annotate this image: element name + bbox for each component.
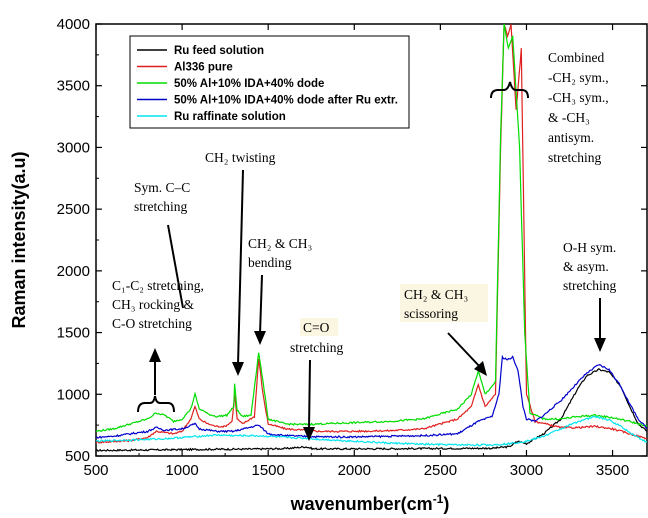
x-tick-label: 2000 bbox=[338, 462, 371, 479]
annotation-oh: O-H sym. & asym. stretching bbox=[563, 240, 616, 352]
y-tick-label: 3000 bbox=[57, 139, 90, 156]
legend-box bbox=[129, 35, 410, 129]
x-tick-label: 3500 bbox=[596, 462, 629, 479]
anno-sciss-0: CH₂ & CH₃ bbox=[404, 287, 468, 302]
legend-items: Ru feed solution Al336 pure 50% Al+10% IDA… bbox=[137, 45, 398, 123]
anno-oh-1: & asym. bbox=[563, 259, 609, 274]
anno-symcc-1: stretching bbox=[134, 199, 187, 214]
anno-oh-0: O-H sym. bbox=[563, 240, 616, 255]
y-tick-label: 2500 bbox=[57, 201, 90, 218]
legend-label: Ru feed solution bbox=[174, 45, 264, 57]
x-axis-title: wavenumber(cm-1) bbox=[290, 492, 450, 514]
anno-c1c2-0: C₁-C₂ stretching, bbox=[112, 278, 204, 293]
bending-arrowhead bbox=[254, 331, 266, 345]
y-tick-label: 1500 bbox=[57, 325, 90, 342]
annotation-ch2-twisting: CH₂ twisting bbox=[205, 150, 276, 376]
annotation-co: C=O stretching bbox=[290, 318, 343, 441]
oh-arrowhead bbox=[594, 338, 606, 352]
series-line-4 bbox=[96, 354, 647, 439]
anno-bending-1: bending bbox=[248, 255, 292, 270]
symcc-line bbox=[167, 224, 184, 309]
y-axis-title: Raman intensity(a.u) bbox=[9, 151, 29, 328]
c1c2-arrowhead bbox=[149, 348, 161, 362]
x-tick-label: 2500 bbox=[424, 462, 457, 479]
anno-c1c2-2: C-O stretching bbox=[112, 316, 192, 331]
anno-twisting: CH₂ twisting bbox=[205, 150, 276, 165]
x-tick-label: 1500 bbox=[252, 462, 285, 479]
anno-bending-0: CH₂ & CH₃ bbox=[248, 236, 312, 251]
x-tick-label: 500 bbox=[83, 462, 108, 479]
y-tick-label: 1000 bbox=[57, 386, 90, 403]
annotations: Combined -CH₂ sym., -CH₃ sym., & -CH₃ an… bbox=[112, 50, 616, 441]
annotation-combined: Combined -CH₂ sym., -CH₃ sym., & -CH₃ an… bbox=[490, 50, 609, 165]
sciss-arrowhead bbox=[474, 361, 487, 376]
series-line-3 bbox=[96, 24, 647, 433]
y-axis-ticks: 500 1000 1500 2000 2500 3000 3500 4000 bbox=[57, 16, 647, 465]
series-line-5 bbox=[96, 415, 647, 447]
twisting-arrow bbox=[237, 169, 244, 366]
anno-combined-4: antisym. bbox=[548, 130, 594, 145]
series-line-1 bbox=[96, 368, 647, 452]
anno-sciss-1: scissoring bbox=[404, 306, 458, 321]
annotation-c1c2: C₁-C₂ stretching, CH₃ rocking & C-O stre… bbox=[112, 278, 204, 413]
anno-combined-5: stretching bbox=[548, 150, 601, 165]
sciss-arrow bbox=[447, 332, 482, 369]
anno-symcc-0: Sym. C–C bbox=[134, 180, 190, 195]
series-lines bbox=[96, 24, 647, 452]
co-arrow bbox=[308, 359, 311, 431]
y-tick-label: 4000 bbox=[57, 16, 90, 33]
legend-label: Al336 pure bbox=[174, 62, 233, 74]
combined-brace bbox=[490, 81, 529, 99]
y-tick-label: 2000 bbox=[57, 263, 90, 280]
c1c2-brace bbox=[137, 395, 175, 413]
annotation-scissoring: CH₂ & CH₃ scissoring bbox=[400, 284, 488, 376]
y-tick-label: 3500 bbox=[57, 78, 90, 95]
anno-combined-1: -CH₂ sym., bbox=[548, 70, 609, 85]
bending-arrow bbox=[259, 274, 263, 335]
anno-c1c2-1: CH₃ rocking & bbox=[112, 297, 194, 312]
annotation-bending: CH₂ & CH₃ bending bbox=[248, 236, 312, 345]
plot-area: 500 1000 1500 2000 2500 3000 3500 500 1000 1500 2… bbox=[57, 16, 648, 479]
scissoring-highlight bbox=[400, 284, 488, 322]
co-arrowhead bbox=[303, 427, 315, 441]
co-highlight bbox=[300, 318, 338, 336]
x-axis-ticks: 500 1000 1500 2000 2500 3000 3500 bbox=[83, 24, 629, 479]
legend-label: Ru raffinate solution bbox=[174, 111, 286, 123]
x-tick-label: 1000 bbox=[165, 462, 198, 479]
series-line-2 bbox=[96, 24, 647, 444]
legend-label: 50% Al+10% IDA+40% dode bbox=[174, 78, 324, 90]
anno-combined-0: Combined bbox=[548, 50, 604, 65]
twisting-arrowhead bbox=[232, 362, 244, 376]
anno-combined-3: & -CH₃ bbox=[548, 110, 590, 125]
y-tick-label: 500 bbox=[65, 448, 90, 465]
anno-co-1: stretching bbox=[290, 340, 343, 355]
x-tick-label: 3000 bbox=[510, 462, 543, 479]
legend-label: 50% Al+10% IDA+40% dode after Ru extr. bbox=[174, 95, 398, 107]
anno-oh-2: stretching bbox=[563, 278, 616, 293]
anno-combined-2: -CH₃ sym., bbox=[548, 90, 609, 105]
legend: Ru feed solution Al336 pure 50% Al+10% IDA… bbox=[129, 35, 410, 129]
annotation-sym-cc: Sym. C–C stretching bbox=[134, 180, 190, 309]
anno-co-0: C=O bbox=[303, 320, 330, 335]
